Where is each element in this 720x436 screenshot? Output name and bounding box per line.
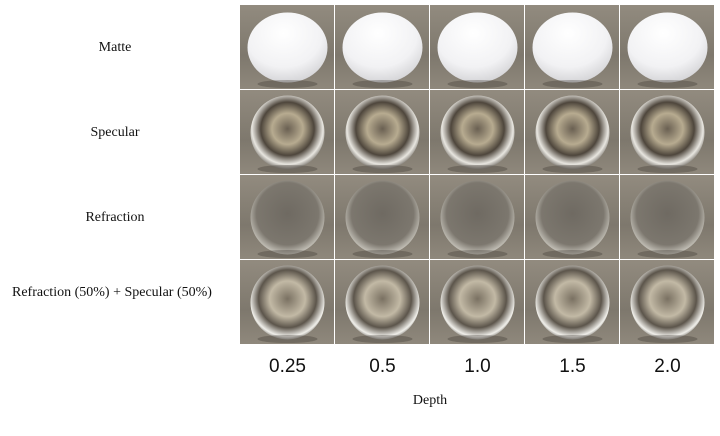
sphere: [345, 180, 420, 255]
sphere: [250, 265, 325, 340]
shadow: [447, 165, 508, 173]
sphere: [247, 12, 328, 83]
shadow: [257, 250, 318, 258]
row-label: Matte: [98, 39, 132, 55]
sphere-grid: [240, 5, 714, 344]
sphere: [440, 265, 515, 340]
shadow: [542, 165, 603, 173]
row-label: Refraction (50%) + Specular (50%): [12, 284, 212, 300]
shadow: [637, 335, 698, 343]
sphere: [345, 265, 420, 340]
sphere: [630, 95, 705, 170]
shadow: [257, 335, 318, 343]
sphere: [627, 12, 708, 83]
shadow: [257, 165, 318, 173]
column-label: 1.0: [464, 356, 491, 377]
shadow: [352, 335, 413, 343]
sphere: [532, 12, 613, 83]
shadow: [352, 80, 413, 88]
row-label: Refraction: [85, 209, 145, 225]
axis-label: Depth: [412, 393, 448, 408]
column-label: 2.0: [654, 356, 681, 377]
sphere: [535, 95, 610, 170]
sphere: [437, 12, 518, 83]
shadow: [352, 165, 413, 173]
shadow: [257, 80, 318, 88]
column-label: 0.25: [269, 356, 306, 377]
sphere: [535, 265, 610, 340]
sphere: [250, 95, 325, 170]
shadow: [542, 335, 603, 343]
column-label: 0.5: [369, 356, 396, 377]
shadow: [447, 335, 508, 343]
shadow: [637, 80, 698, 88]
shadow: [447, 80, 508, 88]
sphere: [440, 95, 515, 170]
shadow: [542, 250, 603, 258]
sphere: [342, 12, 423, 83]
sphere: [345, 95, 420, 170]
shadow: [447, 250, 508, 258]
row-label: Specular: [90, 124, 140, 140]
shadow: [542, 80, 603, 88]
sphere: [630, 180, 705, 255]
shadow: [352, 250, 413, 258]
sphere: [440, 180, 515, 255]
column-label: 1.5: [559, 356, 586, 377]
shadow: [637, 165, 698, 173]
sphere: [630, 265, 705, 340]
sphere: [535, 180, 610, 255]
sphere: [250, 180, 325, 255]
shadow: [637, 250, 698, 258]
